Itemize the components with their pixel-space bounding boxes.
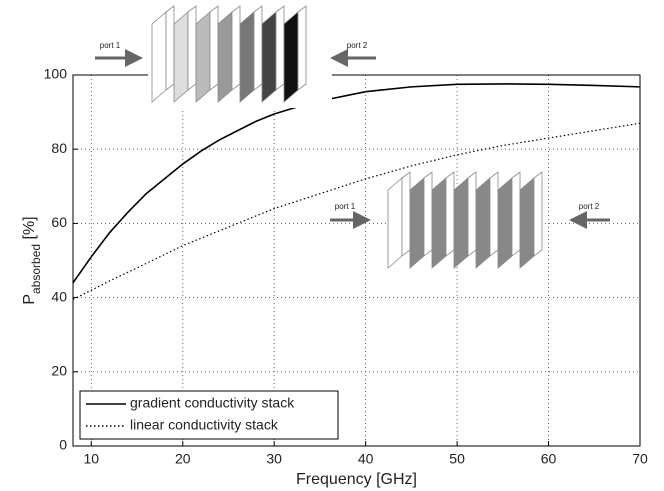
y-axis-label-main: P [21, 294, 38, 305]
plate [409, 177, 425, 269]
x-tick-label: 40 [358, 451, 374, 467]
plate-face [165, 5, 175, 91]
plate [283, 11, 299, 103]
legend-label: linear conductivity stack [130, 417, 279, 433]
plate [239, 11, 255, 103]
plate [497, 177, 513, 269]
y-tick-label: 0 [59, 437, 67, 453]
x-tick-label: 60 [541, 451, 557, 467]
y-tick-label: 100 [44, 66, 68, 82]
port-label: port 1 [335, 202, 356, 211]
x-tick-label: 20 [175, 451, 191, 467]
plate-face [401, 171, 411, 257]
plate [195, 11, 211, 103]
y-tick-label: 80 [51, 140, 67, 156]
plate [387, 177, 403, 269]
y-axis-label: Pabsorbed [%] [21, 216, 43, 304]
series-line [72, 83, 641, 284]
plate-face [489, 171, 499, 257]
plate-face [445, 171, 455, 257]
y-tick-label: 20 [51, 363, 67, 379]
plate-face [231, 5, 241, 91]
x-tick-label: 10 [84, 451, 100, 467]
port-label: port 2 [347, 41, 368, 50]
y-axis-label-sub: absorbed [29, 244, 43, 294]
plate-face [187, 5, 197, 91]
plate [519, 177, 535, 269]
plate-face [253, 5, 263, 91]
x-axis-label: Frequency [GHz] [296, 471, 417, 488]
plate [151, 11, 167, 103]
x-tick-label: 50 [449, 451, 465, 467]
plate-face [533, 171, 543, 257]
y-tick-label: 40 [51, 288, 67, 304]
plate-face [275, 5, 285, 91]
plate-face [297, 5, 307, 91]
port-label: port 2 [579, 202, 600, 211]
plate [453, 177, 469, 269]
x-tick-label: 70 [632, 451, 648, 467]
plate [261, 11, 277, 103]
port-label: port 1 [100, 41, 121, 50]
series-line [72, 122, 641, 300]
x-tick-label: 30 [266, 451, 282, 467]
plate [173, 11, 189, 103]
plate-face [209, 5, 219, 91]
plate [475, 177, 491, 269]
plot-frame [72, 74, 641, 447]
plate-face [467, 171, 477, 257]
plate-face [423, 171, 433, 257]
y-tick-label: 60 [51, 214, 67, 230]
plate [431, 177, 447, 269]
plate [217, 11, 233, 103]
y-axis-label-unit: [%] [21, 216, 38, 239]
legend-box [79, 390, 339, 440]
legend-label: gradient conductivity stack [130, 395, 295, 411]
plate-face [511, 171, 521, 257]
plot-area [73, 75, 640, 446]
